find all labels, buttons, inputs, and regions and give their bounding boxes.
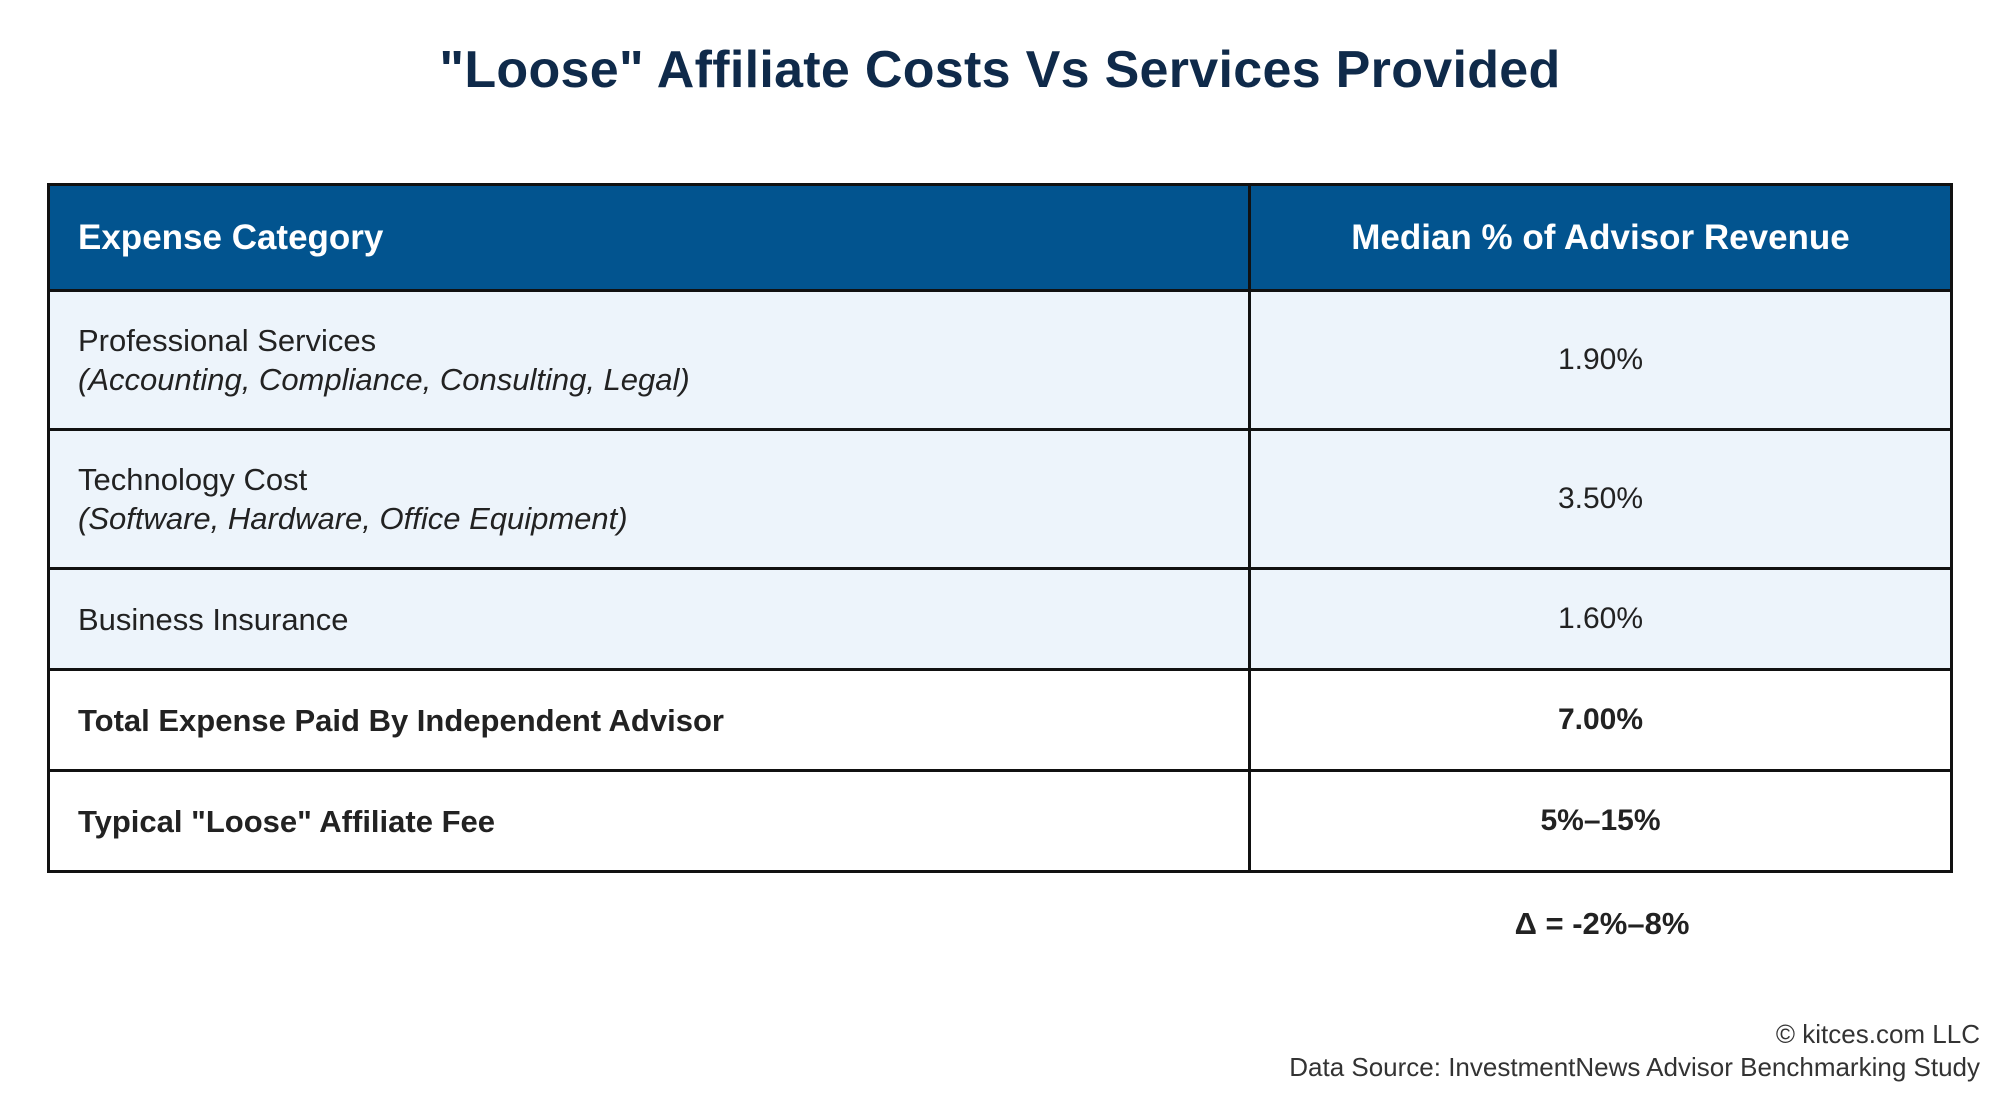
header-label-value: Median % of Advisor Revenue: [1351, 217, 1850, 257]
value-cell: 3.50%: [1251, 431, 1950, 567]
value-text: 7.00%: [1557, 703, 1644, 736]
category-label: Total Expense Paid By Independent Adviso…: [78, 702, 724, 738]
page-title: "Loose" Affiliate Costs Vs Services Prov…: [439, 41, 1561, 99]
category-cell: Technology Cost (Software, Hardware, Off…: [50, 431, 1251, 567]
table-header-row: Expense Category Median % of Advisor Rev…: [50, 186, 1950, 289]
table-row-affiliate-fee: Typical "Loose" Affiliate Fee 5%–15%: [50, 769, 1950, 870]
value-cell: 1.90%: [1251, 292, 1950, 428]
header-label-category: Expense Category: [78, 217, 384, 257]
expense-table: Expense Category Median % of Advisor Rev…: [47, 183, 1953, 873]
category-cell: Professional Services (Accounting, Compl…: [50, 292, 1251, 428]
value-text: 3.50%: [1557, 482, 1644, 515]
header-cell-value: Median % of Advisor Revenue: [1251, 186, 1950, 289]
delta-annotation: Δ = -2%–8%: [1514, 906, 1690, 941]
value-text: 1.90%: [1557, 343, 1644, 376]
category-label: Professional Services: [78, 323, 377, 358]
data-source-text: Data Source: InvestmentNews Advisor Benc…: [1289, 1052, 1980, 1082]
footer: © kitces.com LLC Data Source: Investment…: [1289, 1018, 1980, 1084]
category-cell: Business Insurance: [50, 570, 1251, 668]
category-detail: (Software, Hardware, Office Equipment): [78, 501, 628, 536]
copyright-text: © kitces.com LLC: [1775, 1019, 1980, 1049]
table-row-total: Total Expense Paid By Independent Adviso…: [50, 668, 1950, 769]
value-text: 1.60%: [1557, 602, 1644, 635]
value-text: 5%–15%: [1540, 804, 1661, 837]
category-label: Technology Cost: [78, 462, 308, 497]
table-row: Technology Cost (Software, Hardware, Off…: [50, 428, 1950, 567]
category-cell: Typical "Loose" Affiliate Fee: [50, 772, 1251, 870]
category-label: Business Insurance: [78, 601, 349, 637]
category-label: Typical "Loose" Affiliate Fee: [78, 803, 495, 839]
value-cell: 1.60%: [1251, 570, 1950, 668]
category-detail: (Accounting, Compliance, Consulting, Leg…: [78, 362, 690, 397]
value-cell: 7.00%: [1251, 671, 1950, 769]
table-row: Business Insurance 1.60%: [50, 567, 1950, 668]
header-cell-category: Expense Category: [50, 186, 1251, 289]
category-cell: Total Expense Paid By Independent Adviso…: [50, 671, 1251, 769]
value-cell: 5%–15%: [1251, 772, 1950, 870]
table-row: Professional Services (Accounting, Compl…: [50, 289, 1950, 428]
